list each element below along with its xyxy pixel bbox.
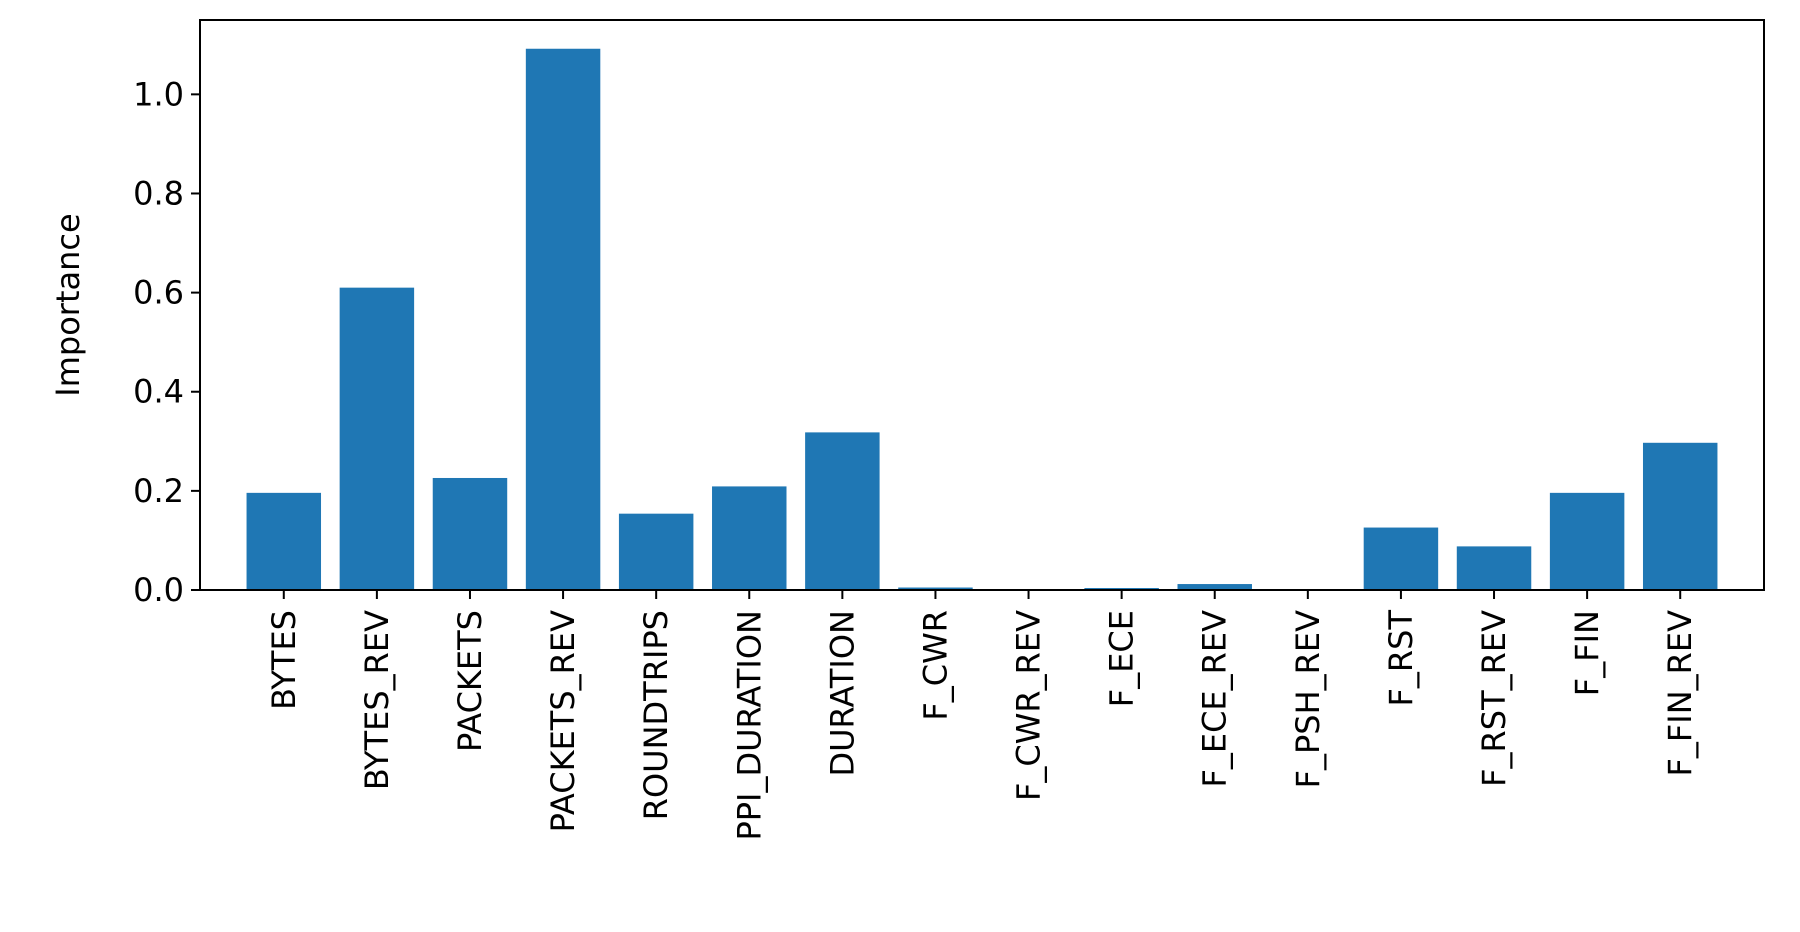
y-tick-label: 0.2 (133, 472, 184, 510)
bars-group (246, 48, 1718, 591)
bar-bytes-rev (339, 287, 415, 590)
x-tick-label: DURATION (823, 610, 861, 777)
x-axis: BYTES BYTES_REV PACKETS PACKETS_REV ROUNDTRI… (265, 590, 1699, 841)
x-tick-label: F_ECE (1103, 610, 1141, 707)
x-tick-label: BYTES (265, 610, 303, 710)
bar-roundtrips (618, 513, 694, 590)
y-axis: 0.0 0.2 0.4 0.6 0.8 1.0 (133, 75, 200, 609)
bar-packets-rev (525, 48, 601, 591)
bar-f-cwr (898, 587, 973, 590)
y-axis-label: Importance (49, 213, 87, 396)
bar-packets (432, 477, 508, 590)
x-tick-label: PPI_DURATION (730, 610, 768, 841)
x-tick-label: F_CWR (916, 610, 954, 721)
x-tick-label: F_CWR_REV (1010, 610, 1048, 801)
x-tick-label: ROUNDTRIPS (637, 610, 675, 820)
bar-bytes (246, 492, 322, 590)
x-tick-label: F_FIN_REV (1661, 610, 1699, 777)
y-tick-label: 0.6 (133, 274, 184, 312)
bar-f-rst-rev (1456, 546, 1532, 590)
x-tick-label: F_ECE_REV (1196, 610, 1234, 788)
bar-ppi-duration (712, 486, 787, 590)
bar-f-ece-rev (1177, 584, 1252, 590)
x-tick-label: BYTES_REV (358, 610, 396, 790)
x-tick-label: F_RST_REV (1475, 610, 1513, 787)
bar-f-fin-rev (1642, 442, 1718, 590)
x-tick-label: F_RST (1382, 610, 1420, 707)
x-tick-label: PACKETS_REV (544, 610, 582, 832)
bar-f-rst (1363, 527, 1439, 590)
x-tick-label: PACKETS (451, 610, 489, 752)
y-tick-label: 0.4 (133, 373, 184, 411)
plot-frame (199, 19, 1765, 591)
bar-f-fin (1549, 492, 1625, 590)
y-tick-label: 1.0 (133, 75, 184, 113)
x-tick-label: F_FIN (1568, 610, 1606, 696)
x-tick-label: F_PSH_REV (1289, 610, 1327, 789)
bar-duration (805, 432, 880, 590)
y-tick-label: 0.8 (133, 174, 184, 212)
y-tick-label: 0.0 (133, 571, 184, 609)
